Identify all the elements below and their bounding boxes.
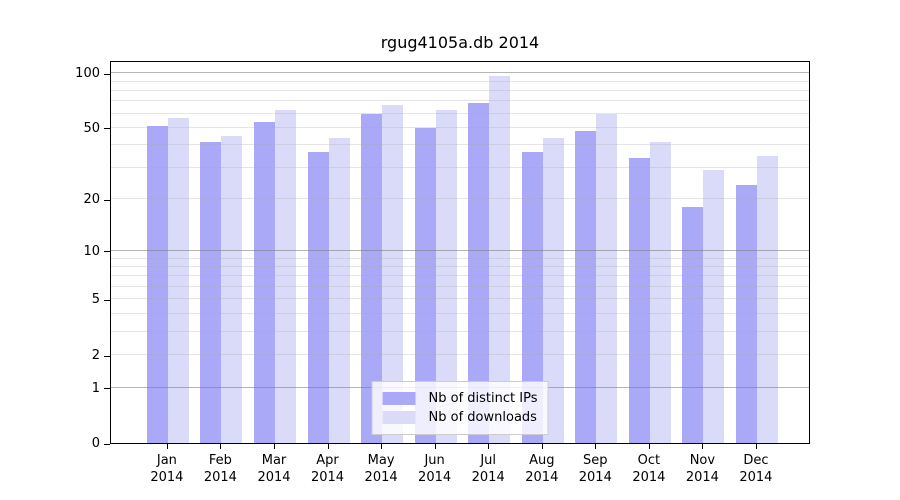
bar-apr-distinct-ips <box>307 151 329 443</box>
bar-jan-distinct-ips <box>146 126 168 443</box>
bar-apr-downloads <box>328 137 350 443</box>
x-tick-label-jan: Jan 2014 <box>150 453 184 485</box>
x-tick-mark-may <box>381 444 383 449</box>
gridline-50 <box>111 126 809 128</box>
x-tick-mark-jul <box>488 444 490 449</box>
y-tick-mark-2 <box>104 355 110 357</box>
x-tick-label-jun: Jun 2014 <box>418 453 452 485</box>
x-tick-label-apr: Apr 2014 <box>310 453 345 485</box>
bar-feb-distinct-ips <box>200 141 222 443</box>
bar-mar-distinct-ips <box>254 121 275 443</box>
x-tick-mark-dec <box>755 444 757 449</box>
bar-oct-downloads <box>649 141 671 443</box>
gridline-30 <box>111 166 809 168</box>
gridline-60 <box>111 112 809 114</box>
gridline-3 <box>111 330 809 332</box>
y-tick-mark-0 <box>104 443 110 445</box>
bar-jan-downloads <box>167 117 189 443</box>
gridline-40 <box>111 144 809 146</box>
x-tick-mark-oct <box>648 444 650 449</box>
bar-may-downloads <box>382 104 404 443</box>
bar-jun-downloads <box>435 109 457 443</box>
gridline-9 <box>111 257 809 259</box>
legend-label: Nb of downloads <box>428 410 537 425</box>
bar-may-distinct-ips <box>361 113 383 443</box>
x-tick-label-sep: Sep 2014 <box>578 453 612 485</box>
gridline-6 <box>111 286 809 288</box>
x-tick-mark-apr <box>327 444 329 449</box>
bar-jul-downloads <box>489 76 511 443</box>
y-tick-label-50: 50 <box>83 120 100 136</box>
y-tick-mark-20 <box>104 199 110 201</box>
x-tick-label-feb: Feb 2014 <box>203 453 237 485</box>
x-tick-mark-feb <box>220 444 222 449</box>
chart-title: rgug4105a.db 2014 <box>380 33 540 52</box>
bar-aug-downloads <box>542 137 564 443</box>
gridline-7 <box>111 275 809 277</box>
legend-item-distinct-ips: Nb of distinct IPs <box>382 389 538 408</box>
y-tick-mark-5 <box>104 299 110 301</box>
y-tick-label-1: 1 <box>91 380 100 396</box>
bar-sep-distinct-ips <box>575 131 597 443</box>
x-tick-label-mar: Mar 2014 <box>257 453 291 485</box>
x-tick-label-dec: Dec 2014 <box>739 453 773 485</box>
y-tick-label-10: 10 <box>83 243 100 259</box>
y-tick-label-0: 0 <box>91 436 100 451</box>
legend-item-downloads: Nb of downloads <box>382 408 538 427</box>
gridline-100 <box>111 72 809 74</box>
x-tick-mark-jun <box>434 444 436 449</box>
bar-jun-distinct-ips <box>414 127 436 443</box>
bar-feb-downloads <box>221 136 243 443</box>
gridline-10 <box>111 249 809 251</box>
y-tick-mark-1 <box>104 388 110 389</box>
gridline-8 <box>111 265 809 267</box>
y-tick-label-5: 5 <box>91 292 100 308</box>
gridline-90 <box>111 80 809 82</box>
y-tick-label-20: 20 <box>83 192 100 207</box>
bar-mar-downloads <box>275 109 296 443</box>
x-tick-mark-aug <box>541 444 543 449</box>
legend-label: Nb of distinct IPs <box>428 391 538 406</box>
bar-oct-distinct-ips <box>628 158 650 443</box>
x-tick-label-jul: Jul 2014 <box>471 453 505 485</box>
plot-area: Nb of distinct IPs Nb of downloads <box>110 61 810 444</box>
x-tick-label-nov: Nov 2014 <box>685 453 719 485</box>
bar-dec-distinct-ips <box>735 185 757 443</box>
y-tick-label-2: 2 <box>91 348 100 363</box>
gridline-2 <box>111 354 809 355</box>
bar-nov-distinct-ips <box>682 207 704 443</box>
gridline-20 <box>111 198 809 199</box>
y-tick-mark-50 <box>104 128 110 130</box>
y-tick-mark-100 <box>104 73 110 75</box>
bar-nov-downloads <box>703 170 725 443</box>
bar-dec-downloads <box>756 155 778 443</box>
gridline-4 <box>111 313 809 314</box>
bar-jul-distinct-ips <box>468 102 490 443</box>
x-tick-mark-jan <box>166 444 168 449</box>
legend-swatch-downloads <box>382 411 416 424</box>
legend: Nb of distinct IPs Nb of downloads <box>371 381 549 435</box>
gridline-80 <box>111 89 809 91</box>
x-tick-label-oct: Oct 2014 <box>632 453 666 485</box>
x-tick-label-may: May 2014 <box>364 453 398 485</box>
gridline-70 <box>111 100 809 102</box>
x-tick-mark-mar <box>274 444 275 449</box>
bar-sep-downloads <box>596 113 618 443</box>
x-tick-label-aug: Aug 2014 <box>525 453 559 485</box>
bar-aug-distinct-ips <box>521 151 543 443</box>
y-tick-mark-10 <box>104 251 110 253</box>
x-tick-mark-nov <box>702 444 704 449</box>
legend-swatch-distinct-ips <box>382 392 416 405</box>
y-tick-label-100: 100 <box>75 66 100 82</box>
x-tick-mark-sep <box>595 444 597 449</box>
gridline-5 <box>111 298 809 300</box>
